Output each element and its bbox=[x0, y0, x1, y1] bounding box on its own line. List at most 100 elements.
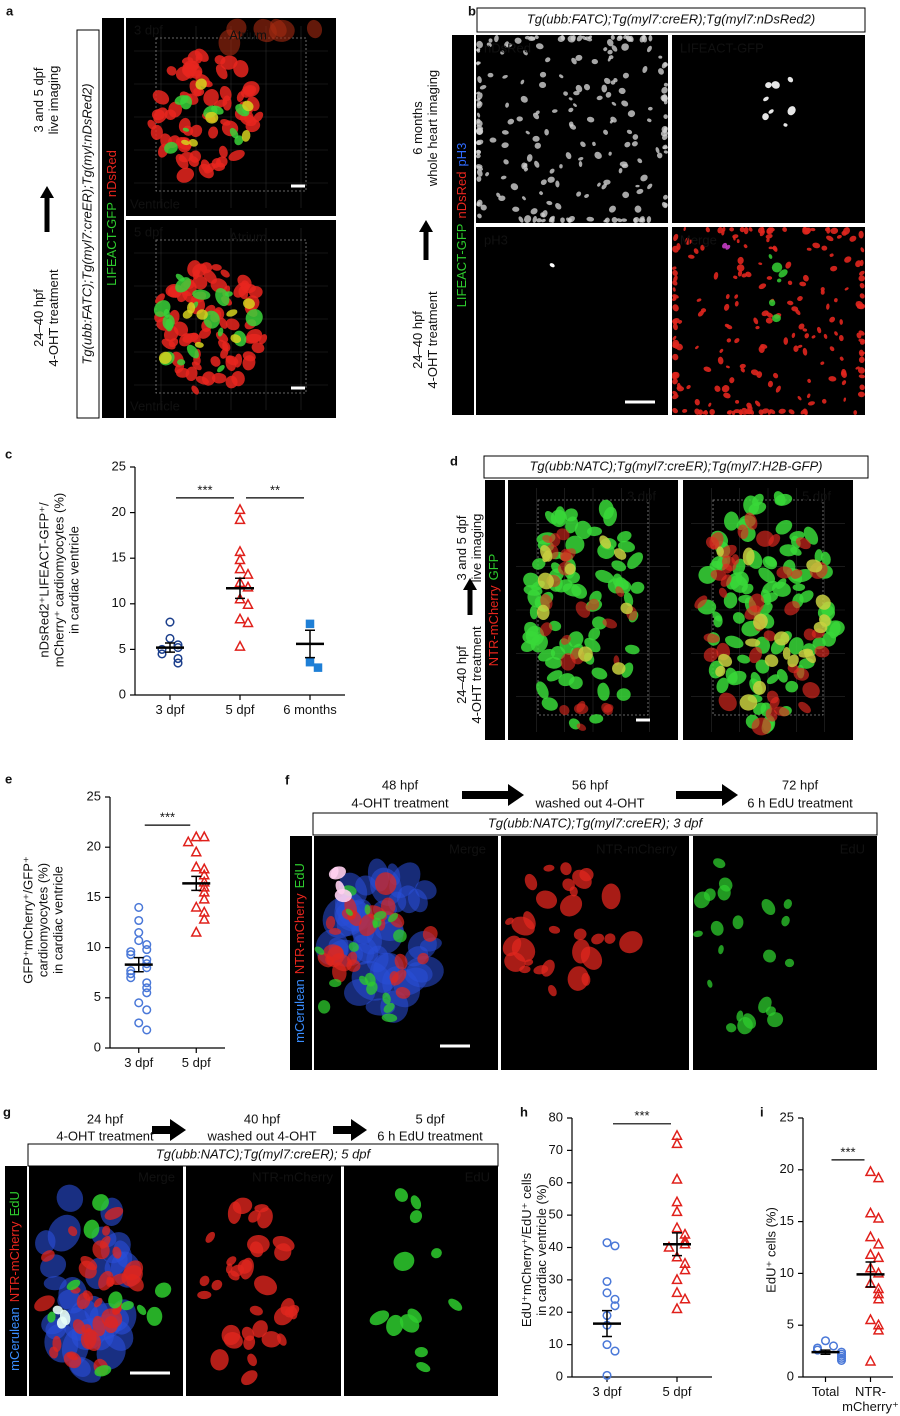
cell bbox=[791, 332, 796, 338]
cell bbox=[559, 164, 563, 169]
stage-label: 5 dpf bbox=[802, 488, 831, 503]
cell bbox=[225, 318, 240, 331]
cell bbox=[617, 35, 623, 40]
cell bbox=[795, 537, 811, 550]
cell bbox=[560, 548, 576, 562]
side-label: 3 and 5 dpf bbox=[454, 515, 469, 580]
arrow-head bbox=[351, 1119, 367, 1141]
cell bbox=[210, 1349, 229, 1371]
cell bbox=[196, 309, 208, 320]
cell bbox=[578, 646, 593, 662]
cell bbox=[542, 535, 553, 543]
cell bbox=[804, 649, 816, 664]
cell bbox=[693, 248, 699, 254]
y-tick-label: 25 bbox=[112, 458, 126, 473]
cell bbox=[211, 264, 222, 271]
cell bbox=[739, 694, 758, 711]
cell bbox=[655, 147, 660, 154]
cell bbox=[859, 293, 865, 299]
cell bbox=[188, 155, 199, 167]
cell bbox=[571, 583, 588, 599]
cell bbox=[776, 566, 793, 579]
cell bbox=[853, 410, 858, 415]
cell bbox=[276, 1333, 287, 1346]
cell bbox=[611, 217, 618, 223]
data-point bbox=[828, 1341, 839, 1351]
data-point bbox=[864, 1206, 877, 1218]
cell bbox=[849, 235, 857, 242]
side-label: 3 and 5 dpf bbox=[31, 67, 46, 132]
arrow-head bbox=[170, 1119, 186, 1141]
data-point bbox=[602, 1288, 612, 1298]
cell bbox=[856, 332, 862, 339]
cell bbox=[476, 92, 483, 100]
cell bbox=[627, 110, 636, 118]
cell bbox=[829, 253, 834, 257]
cell bbox=[505, 102, 509, 108]
cell bbox=[545, 57, 551, 63]
data-point bbox=[872, 1266, 885, 1278]
cell bbox=[532, 558, 546, 570]
cell bbox=[500, 50, 505, 55]
cell bbox=[751, 717, 772, 736]
data-point bbox=[165, 617, 175, 627]
cell bbox=[230, 334, 242, 344]
data-point bbox=[313, 663, 323, 672]
cell bbox=[393, 1251, 415, 1271]
cell bbox=[524, 35, 531, 40]
cell bbox=[608, 205, 616, 213]
x-tick-label-box: 5 dpf bbox=[226, 702, 255, 717]
cell bbox=[274, 1243, 292, 1261]
cell bbox=[813, 621, 828, 634]
y-tick-label: 5 bbox=[119, 641, 126, 656]
y-tick-label: 25 bbox=[87, 788, 101, 803]
cell bbox=[164, 141, 178, 154]
cell bbox=[630, 581, 645, 594]
cell bbox=[713, 271, 719, 280]
cell bbox=[369, 1310, 390, 1326]
cell bbox=[241, 1370, 258, 1386]
cell bbox=[547, 176, 555, 183]
cell bbox=[811, 335, 816, 339]
cell bbox=[640, 174, 648, 182]
x-tick-label-box: Total bbox=[812, 1384, 839, 1399]
cell bbox=[34, 1295, 55, 1312]
channel-title: Merge bbox=[138, 1169, 175, 1184]
data-point bbox=[602, 1238, 612, 1248]
data-point bbox=[142, 945, 152, 955]
x-tick-label-box: 3 dpf bbox=[124, 1055, 153, 1070]
data-point bbox=[610, 1241, 620, 1251]
cell bbox=[829, 316, 836, 323]
cell bbox=[220, 55, 238, 70]
y-tick-label: 80 bbox=[549, 1109, 563, 1124]
cell bbox=[663, 145, 668, 150]
data-point bbox=[242, 598, 254, 609]
cell bbox=[729, 575, 748, 593]
cell bbox=[732, 612, 745, 624]
cell bbox=[750, 369, 759, 376]
significance-label: *** bbox=[160, 810, 175, 825]
cell bbox=[541, 210, 548, 218]
data-point bbox=[610, 1301, 620, 1311]
data-point bbox=[872, 1282, 885, 1294]
data-point bbox=[190, 860, 202, 872]
cell bbox=[696, 298, 702, 302]
cell bbox=[578, 157, 584, 161]
cell bbox=[661, 201, 668, 209]
y-tick-label: 50 bbox=[549, 1207, 563, 1222]
cell bbox=[731, 554, 740, 565]
cell bbox=[539, 71, 547, 78]
cell bbox=[416, 1362, 431, 1373]
cell bbox=[399, 1314, 420, 1333]
cell bbox=[218, 145, 228, 158]
data-point bbox=[872, 1323, 885, 1335]
cell bbox=[803, 274, 809, 282]
cell bbox=[855, 260, 862, 268]
cell bbox=[774, 631, 790, 646]
cell bbox=[532, 135, 540, 142]
region-label: Ventricle bbox=[130, 398, 180, 413]
y-tick-label: 5 bbox=[787, 1317, 794, 1332]
channel-name: NTR-mCherry bbox=[486, 585, 501, 666]
cell bbox=[771, 262, 783, 273]
cell bbox=[549, 216, 555, 223]
